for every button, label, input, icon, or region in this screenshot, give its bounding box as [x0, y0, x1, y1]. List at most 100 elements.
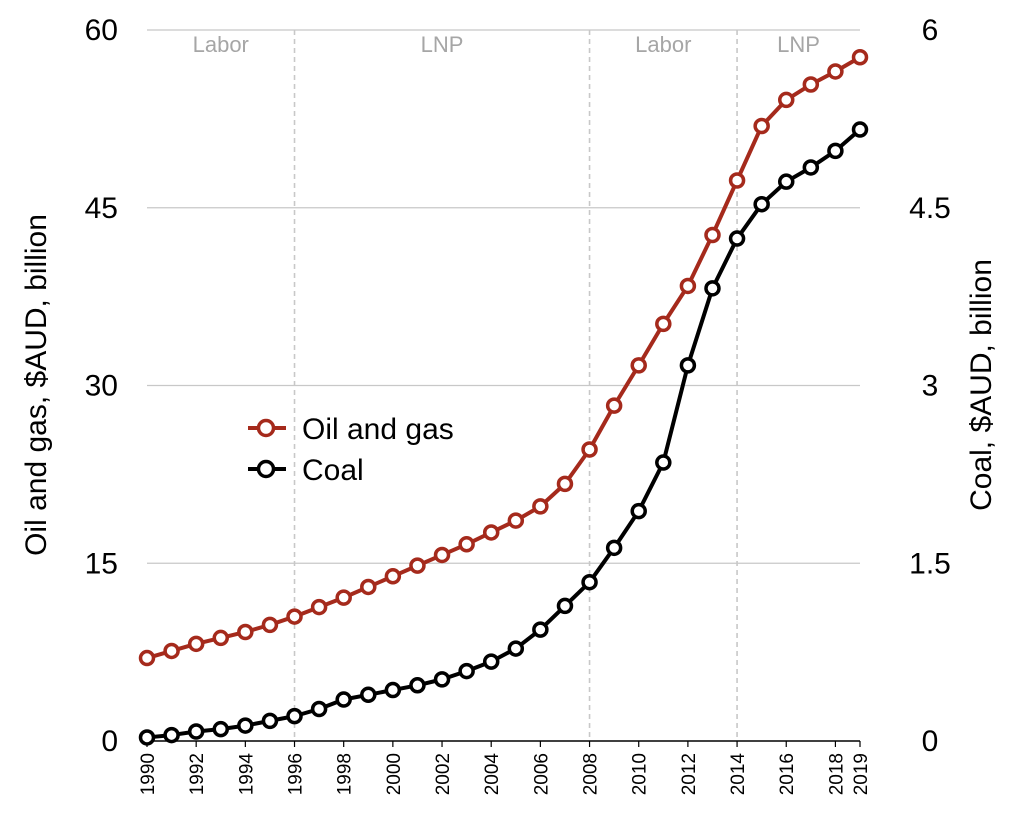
data-point-coal-1999 — [360, 686, 377, 704]
data-point-oil-and-gas-2013 — [704, 226, 721, 244]
data-point-oil-and-gas-1996 — [286, 608, 303, 625]
data-point-coal-1991 — [163, 726, 180, 744]
legend-marker-coal — [256, 459, 276, 479]
x-tick-label-4: 1998 — [335, 753, 356, 795]
data-point-oil-and-gas-1999 — [360, 578, 377, 596]
right-tick-label-1: 1.5 — [909, 547, 951, 580]
data-point-coal-2010 — [630, 502, 647, 520]
data-point-oil-and-gas-2014 — [728, 172, 746, 189]
data-point-oil-and-gas-1991 — [163, 642, 180, 660]
data-point-oil-and-gas-2016 — [777, 91, 795, 109]
data-point-coal-2012 — [679, 357, 697, 374]
x-tick-label-7: 2004 — [482, 753, 503, 796]
data-point-coal-2008 — [581, 573, 598, 591]
data-point-coal-2003 — [458, 662, 475, 680]
data-point-coal-1994 — [237, 717, 254, 734]
right-tick-label-3: 4.5 — [909, 192, 951, 225]
right-axis-label: Coal, $AUD, billion — [965, 259, 998, 511]
period-label-3: LNP — [777, 32, 820, 57]
data-point-oil-and-gas-2010 — [630, 357, 647, 374]
data-point-coal-2011 — [655, 454, 672, 471]
data-point-coal-2009 — [605, 539, 623, 557]
left-tick-label-0: 0 — [101, 725, 118, 758]
data-point-oil-and-gas-1994 — [237, 623, 254, 641]
x-tick-label-14: 2018 — [826, 753, 847, 795]
x-tick-label-2: 1994 — [236, 753, 257, 796]
data-point-oil-and-gas-2007 — [556, 475, 574, 493]
x-axis: 1990 1992 1994 1996 1998 2000 2002 2004 2006 2008… — [138, 741, 872, 795]
data-point-coal-2001 — [409, 677, 426, 694]
data-point-oil-and-gas-2008 — [581, 441, 598, 458]
data-point-oil-and-gas-2000 — [384, 568, 402, 585]
data-point-oil-and-gas-2019 — [851, 49, 869, 66]
data-point-coal-1993 — [212, 720, 230, 738]
data-point-oil-and-gas-2015 — [753, 117, 770, 135]
data-point-coal-2016 — [777, 173, 795, 190]
grid-layer — [147, 29, 860, 564]
left-axis-label: Oil and gas, $AUD, billion — [20, 214, 53, 556]
x-tick-label-15: 2019 — [851, 753, 872, 795]
data-point-coal-1996 — [286, 707, 303, 725]
data-point-coal-2019 — [851, 121, 869, 138]
data-point-oil-and-gas-2011 — [655, 315, 672, 333]
data-point-coal-2007 — [556, 597, 574, 615]
data-point-oil-and-gas-2018 — [827, 63, 844, 80]
data-point-oil-and-gas-2009 — [605, 397, 623, 414]
period-labels: Labor LNP Labor LNP — [193, 32, 820, 57]
data-point-coal-1990 — [138, 729, 156, 746]
data-point-oil-and-gas-1992 — [187, 635, 205, 653]
x-tick-label-10: 2010 — [630, 753, 651, 795]
legend: Oil and gas Coal — [248, 413, 454, 487]
x-tick-label-12: 2014 — [728, 753, 749, 796]
data-point-oil-and-gas-1998 — [335, 589, 352, 606]
data-point-oil-and-gas-2003 — [458, 536, 475, 553]
x-tick-label-13: 2016 — [777, 753, 798, 795]
left-tick-label-2: 30 — [85, 370, 118, 403]
data-point-oil-and-gas-1995 — [261, 616, 279, 634]
data-point-coal-2005 — [507, 640, 525, 657]
right-y-axis: 0 1.5 3 4.5 6 — [909, 14, 951, 758]
data-point-oil-and-gas-2006 — [532, 498, 549, 515]
data-point-oil-and-gas-2004 — [482, 524, 500, 541]
data-point-coal-1998 — [335, 691, 352, 708]
data-point-coal-1997 — [310, 700, 328, 718]
right-tick-label-0: 0 — [922, 725, 939, 758]
x-tick-label-3: 1996 — [286, 753, 307, 795]
data-point-oil-and-gas-2002 — [433, 546, 451, 564]
left-tick-label-1: 15 — [85, 547, 118, 580]
data-point-oil-and-gas-1993 — [212, 629, 230, 647]
x-tick-label-9: 2008 — [581, 753, 602, 795]
period-label-0: Labor — [193, 32, 249, 57]
series-line-oil-and-gas — [146, 55, 862, 660]
data-point-coal-1995 — [261, 712, 279, 730]
x-tick-label-6: 2002 — [433, 753, 454, 795]
data-point-coal-2018 — [827, 142, 844, 160]
legend-marker-oil-and-gas — [256, 418, 276, 438]
left-y-axis: 0 15 30 45 60 — [85, 14, 118, 758]
data-point-oil-and-gas-2012 — [679, 277, 697, 295]
left-tick-label-4: 60 — [85, 14, 118, 47]
period-boundaries — [293, 30, 738, 741]
legend-label-oil-and-gas: Oil and gas — [302, 413, 454, 446]
x-tick-label-0: 1990 — [138, 753, 159, 795]
data-point-oil-and-gas-2017 — [802, 76, 820, 93]
legend-label-coal: Coal — [302, 454, 364, 487]
period-label-2: Labor — [635, 32, 691, 57]
data-point-coal-2014 — [728, 230, 746, 247]
data-point-oil-and-gas-2005 — [507, 512, 525, 529]
x-tick-label-5: 2000 — [384, 753, 405, 795]
series-line-coal — [146, 128, 862, 740]
data-point-coal-2002 — [433, 671, 451, 688]
data-point-coal-2004 — [482, 653, 500, 670]
data-point-oil-and-gas-1990 — [138, 649, 156, 667]
period-label-1: LNP — [421, 32, 464, 57]
x-tick-label-1: 1992 — [187, 753, 208, 795]
data-point-coal-2000 — [384, 681, 402, 699]
data-point-coal-2006 — [532, 621, 549, 638]
x-tick-label-11: 2012 — [679, 753, 700, 795]
data-point-oil-and-gas-1997 — [310, 598, 328, 616]
right-tick-label-4: 6 — [922, 14, 939, 47]
series-layer — [138, 49, 869, 746]
left-tick-label-3: 45 — [85, 192, 118, 225]
